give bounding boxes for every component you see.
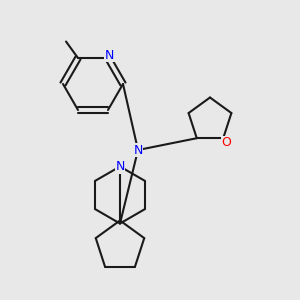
Text: O: O: [221, 136, 231, 149]
Text: N: N: [115, 160, 125, 173]
Text: N: N: [105, 49, 114, 62]
Text: N: N: [133, 143, 143, 157]
